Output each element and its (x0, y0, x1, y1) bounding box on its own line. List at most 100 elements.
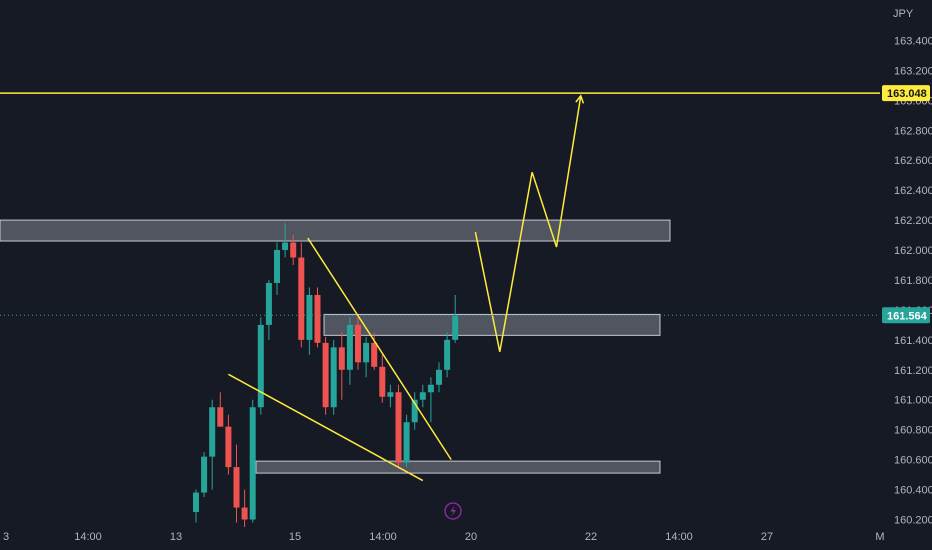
price-tick-label: 161.800 (894, 275, 932, 287)
candle[interactable] (444, 332, 451, 378)
candle-body (249, 407, 256, 520)
candle-body (379, 366, 386, 397)
candle[interactable] (217, 392, 224, 427)
time-tick-label: 14:00 (665, 531, 693, 543)
candle[interactable] (265, 279, 272, 340)
candle[interactable] (355, 317, 361, 370)
zone-rect[interactable] (323, 313, 661, 336)
zone-rect[interactable] (255, 460, 661, 474)
candle-body (209, 407, 216, 457)
candle[interactable] (403, 414, 410, 468)
candle-body (419, 392, 426, 400)
candle[interactable] (371, 332, 378, 370)
candle[interactable] (419, 384, 426, 408)
candle-body (371, 342, 378, 367)
candle-body (265, 282, 272, 325)
candle-body (436, 369, 442, 385)
candle-body (193, 492, 199, 513)
candles-layer (193, 223, 459, 528)
candle[interactable] (346, 317, 353, 385)
candle-body (452, 315, 459, 340)
candle-body (338, 347, 345, 370)
candle[interactable] (330, 339, 337, 415)
candle[interactable] (379, 354, 386, 403)
zone-rect[interactable] (0, 219, 671, 242)
candle[interactable] (322, 336, 329, 415)
candle[interactable] (225, 414, 232, 475)
candle[interactable] (314, 287, 321, 348)
candle-body (314, 294, 321, 343)
candle-body (444, 339, 451, 370)
candle-body (201, 456, 208, 493)
price-tick-label: 162.200 (894, 215, 932, 227)
candle-body (257, 324, 264, 408)
projection-path[interactable] (474, 95, 582, 352)
candle-body (387, 392, 394, 397)
candle[interactable] (257, 317, 264, 415)
projection-arrowhead (575, 94, 585, 104)
price-tick-label: 160.400 (894, 485, 932, 497)
candle-body (355, 324, 361, 363)
candle[interactable] (436, 362, 442, 393)
flash-icon[interactable] (444, 502, 462, 520)
candle[interactable] (193, 489, 199, 523)
candle[interactable] (201, 452, 208, 498)
time-tick-label: 13 (170, 531, 182, 543)
candle[interactable] (395, 384, 402, 468)
candle-body (322, 342, 329, 408)
time-tick-label: 14:00 (369, 531, 397, 543)
target-price-label-bg (882, 85, 930, 102)
candle-body (217, 407, 224, 427)
current-price-label-bg (882, 307, 930, 324)
candle[interactable] (282, 223, 289, 258)
candle[interactable] (274, 242, 280, 295)
time-tick-label: 20 (465, 531, 477, 543)
time-tick-label: 22 (585, 531, 597, 543)
candle[interactable] (452, 294, 459, 343)
price-tick-label: 163.400 (894, 35, 932, 47)
price-tick-label: 162.400 (894, 185, 932, 197)
candle[interactable] (233, 444, 240, 523)
price-tick-label: 162.600 (894, 155, 932, 167)
candle[interactable] (298, 242, 305, 348)
current-price-label: 161.564 (882, 307, 930, 324)
candle-body (241, 507, 248, 520)
candle-body (290, 242, 297, 258)
currency-label: JPY (893, 8, 914, 20)
price-tick-label: 161.000 (894, 395, 932, 407)
candle[interactable] (427, 377, 434, 423)
candle[interactable] (290, 235, 297, 265)
candle[interactable] (411, 392, 418, 430)
candle[interactable] (306, 287, 313, 355)
candle[interactable] (209, 399, 216, 490)
candle-body (427, 384, 434, 393)
trendline[interactable] (307, 237, 452, 461)
candle-body (330, 347, 337, 408)
price-axis[interactable]: JPY 163.400163.200163.000162.800162.6001… (882, 8, 932, 527)
candle-body (282, 242, 289, 251)
candle[interactable] (387, 384, 394, 408)
candle[interactable] (241, 489, 248, 528)
time-tick-label: M (875, 531, 884, 543)
price-tick-label: 160.200 (894, 515, 932, 527)
trendline[interactable] (228, 373, 424, 482)
target-price-label: 163.048 (882, 85, 930, 102)
candle-body (274, 250, 280, 283)
candle-body (298, 257, 305, 340)
annotations-layer (0, 92, 880, 482)
price-tick-label: 162.000 (894, 245, 932, 257)
current-price-label-text: 161.564 (887, 310, 928, 322)
time-tick-label: 15 (289, 531, 301, 543)
time-axis[interactable]: 3 14:00 13 15 14:00 20 22 14:00 27 M (3, 531, 885, 543)
price-tick-label: 162.800 (894, 125, 932, 137)
candle[interactable] (249, 399, 256, 523)
candle-body (306, 294, 313, 340)
candle-body (403, 422, 410, 463)
candle[interactable] (363, 336, 370, 378)
target-price-label-text: 163.048 (887, 88, 927, 100)
candle-body (395, 392, 402, 463)
candle[interactable] (338, 332, 345, 400)
price-tick-label: 160.600 (894, 455, 932, 467)
